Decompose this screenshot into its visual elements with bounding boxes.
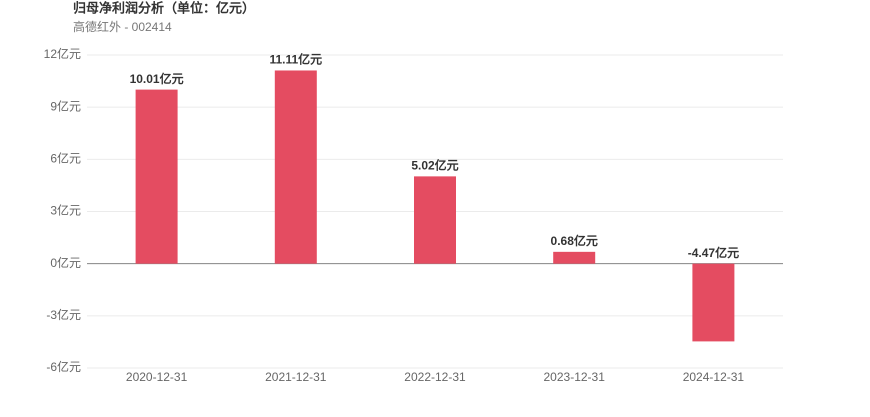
- value-label: 10.01亿元: [130, 71, 184, 86]
- value-label: 5.02亿元: [411, 158, 458, 173]
- y-tick-label: 12亿元: [44, 46, 81, 61]
- chart-subtitle: 高德红外 - 002414: [73, 19, 172, 34]
- x-tick-label: 2023-12-31: [544, 370, 606, 384]
- chart-title: 归母净利润分析（单位：亿元）: [73, 0, 255, 15]
- x-tick-label: 2020-12-31: [126, 370, 188, 384]
- y-tick-label: -3亿元: [46, 307, 81, 322]
- x-tick-label: 2021-12-31: [265, 370, 327, 384]
- bar: [135, 89, 178, 264]
- bar: [274, 70, 317, 264]
- value-label: 0.68亿元: [551, 233, 598, 248]
- y-tick-label: 6亿元: [50, 151, 81, 166]
- y-tick-label: 9亿元: [50, 98, 81, 113]
- x-tick-label: 2022-12-31: [404, 370, 466, 384]
- value-label: -4.47亿元: [688, 245, 739, 260]
- bar: [414, 176, 456, 264]
- bar: [692, 263, 735, 342]
- bar: [553, 251, 596, 264]
- x-tick-label: 2024-12-31: [683, 370, 745, 384]
- value-label: 11.11亿元: [269, 52, 322, 67]
- y-tick-label: -6亿元: [46, 359, 81, 374]
- y-tick-label: 0亿元: [50, 255, 81, 270]
- y-tick-label: 3亿元: [50, 203, 81, 218]
